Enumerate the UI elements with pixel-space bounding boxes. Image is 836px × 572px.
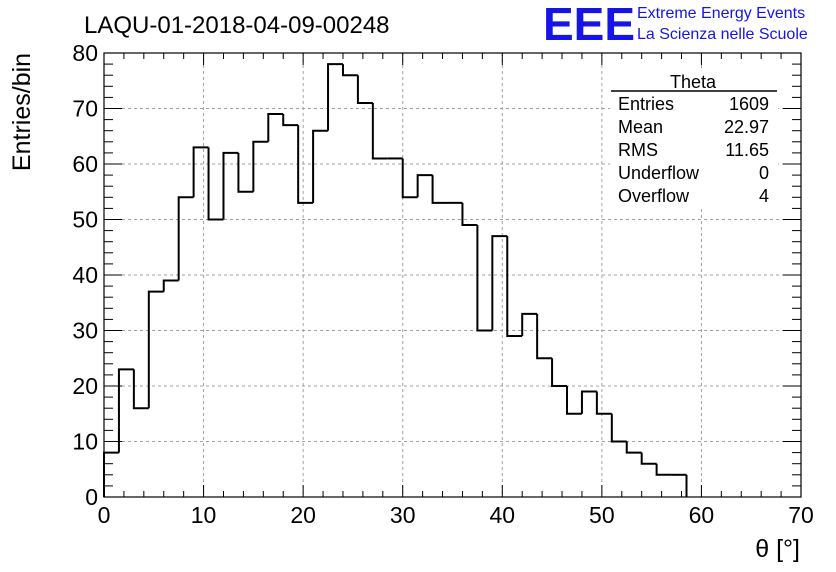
- stats-value: 22.97: [724, 117, 769, 137]
- histogram-bin: [132, 369, 149, 410]
- histogram-bin: [312, 129, 329, 203]
- histogram-bin: [222, 151, 239, 220]
- histogram-bin: [506, 236, 523, 338]
- y-axis-label: Entries/bin: [8, 53, 36, 171]
- histogram-bin: [461, 202, 478, 227]
- histogram-bin: [117, 368, 134, 453]
- eee-logo-line1: Extreme Energy Events: [637, 5, 805, 22]
- stats-rows: Entries 1609 Mean 22.97 RMS 11.65 Underflow 0 Ov…: [618, 94, 769, 206]
- histogram-bin: [252, 140, 269, 192]
- x-tick-label: 70: [788, 502, 814, 528]
- eee-logo-line2: La Scienza nelle Scuole: [637, 26, 808, 43]
- x-tick-label: 40: [489, 502, 515, 528]
- histogram-bin: [282, 114, 299, 127]
- histogram-bin: [595, 391, 612, 415]
- histogram-bin: [341, 64, 358, 77]
- histogram-bin: [162, 279, 179, 292]
- y-tick-label: 60: [72, 151, 98, 177]
- histogram-series: [103, 63, 688, 497]
- histogram-bin: [327, 63, 343, 131]
- histogram-bin: [566, 386, 582, 415]
- histogram-bin: [177, 196, 194, 281]
- x-tick-label: 20: [290, 502, 316, 528]
- stats-label: Overflow: [618, 186, 690, 206]
- histogram-bin: [476, 225, 493, 332]
- y-tick-label: 20: [72, 373, 98, 399]
- histogram-bin: [147, 290, 164, 409]
- stats-label: Mean: [618, 117, 663, 137]
- stats-value: 0: [759, 163, 769, 183]
- histogram-bin: [551, 358, 568, 387]
- histogram-bin: [207, 147, 224, 221]
- y-tick-label: 80: [72, 40, 98, 66]
- stats-label: Underflow: [618, 163, 700, 183]
- histogram-bin: [192, 146, 209, 198]
- x-tick-label: 50: [589, 502, 615, 528]
- stats-value: 4: [759, 186, 769, 206]
- x-tick-label: 60: [689, 502, 715, 528]
- x-tick-label: 30: [390, 502, 416, 528]
- histogram-bin: [655, 463, 672, 476]
- histogram-bin: [297, 125, 314, 204]
- histogram-bin: [401, 158, 418, 199]
- histogram-bin: [267, 113, 284, 142]
- histogram-bin: [491, 235, 508, 331]
- histogram-bin: [356, 75, 373, 104]
- grid: [104, 53, 801, 497]
- histogram-bin: [521, 312, 538, 337]
- y-tick-label: 50: [72, 207, 98, 233]
- histogram-bin: [580, 390, 597, 414]
- histogram-bin: [610, 413, 627, 443]
- y-tick-label: 10: [72, 429, 98, 455]
- stats-label: Entries: [618, 94, 674, 114]
- histogram-bin: [416, 174, 433, 198]
- histogram-bin: [640, 452, 657, 465]
- stats-label: RMS: [618, 140, 658, 160]
- y-tick-label: 30: [72, 318, 98, 344]
- stats-value: 1609: [729, 94, 769, 114]
- y-tick-label: 0: [85, 484, 98, 510]
- histogram-bin: [536, 313, 553, 360]
- chart-title: LAQU-01-2018-04-09-00248: [84, 12, 390, 39]
- stats-box: Theta Entries 1609 Mean 22.97 RMS 11.65 Underf…: [610, 68, 778, 206]
- x-axis-label: θ [°]: [755, 535, 800, 563]
- y-tick-label: 40: [72, 262, 98, 288]
- histogram-bin: [431, 175, 448, 204]
- x-tick-label: 0: [98, 502, 111, 528]
- histogram-bin: [371, 102, 388, 160]
- x-tick-label: 10: [191, 502, 217, 528]
- stats-value: 11.65: [725, 140, 769, 160]
- y-tick-label: 70: [72, 96, 98, 122]
- histogram-bin: [625, 441, 642, 454]
- eee-logo: EEE: [543, 0, 635, 50]
- histogram-bin: [237, 152, 254, 193]
- stats-box-title: Theta: [670, 72, 717, 92]
